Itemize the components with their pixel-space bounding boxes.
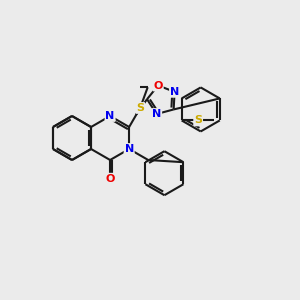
Text: N: N <box>170 87 179 97</box>
Text: N: N <box>106 111 115 121</box>
Text: S: S <box>194 116 202 125</box>
Text: N: N <box>152 109 161 119</box>
Text: O: O <box>105 174 115 184</box>
Text: S: S <box>136 103 144 113</box>
Text: O: O <box>153 80 163 91</box>
Text: N: N <box>124 144 134 154</box>
